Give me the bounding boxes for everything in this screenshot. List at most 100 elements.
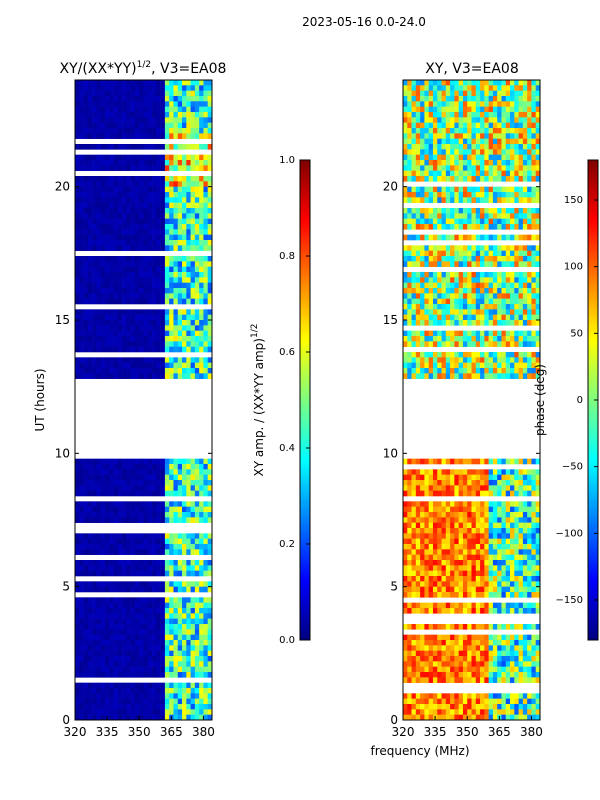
amp-heat-cell	[117, 208, 123, 214]
amp-heat-cell	[190, 682, 196, 689]
amp-heat-cell	[199, 229, 204, 235]
phase-heat-cell	[518, 517, 524, 523]
amp-heat-cell	[186, 133, 191, 139]
phase-heat-cell	[454, 373, 459, 379]
amp-heat-cell	[139, 656, 144, 662]
amp-heat-cell	[134, 229, 140, 235]
phase-heat-cell	[522, 117, 528, 123]
phase-heat-cell	[437, 293, 442, 299]
phase-heat-cell	[407, 128, 412, 134]
phase-heat-cell	[501, 160, 507, 166]
amp-heat-cell	[152, 634, 157, 641]
amp-heat-cell	[96, 144, 101, 150]
amp-heat-cell	[139, 570, 144, 577]
amp-heat-cell	[143, 362, 149, 369]
amp-heat-cell	[87, 624, 93, 630]
phase-heat-cell	[501, 533, 507, 539]
amp-heat-cell	[173, 704, 179, 710]
amp-heat-cell	[160, 325, 166, 331]
amp-heat-cell	[160, 544, 166, 550]
amp-heat-cell	[207, 661, 213, 667]
amp-heat-cell	[122, 634, 127, 641]
amp-heat-cell	[207, 218, 213, 225]
amp-heat-cell	[173, 469, 179, 475]
phase-heat-cell	[437, 330, 442, 337]
phase-heat-cell	[407, 373, 412, 379]
amp-heat-cell	[164, 618, 170, 625]
phase-heat-cell	[424, 160, 429, 166]
phase-heat-cell	[450, 176, 455, 182]
amp-heat-cell	[87, 122, 93, 129]
amp-heat-cell	[109, 341, 114, 347]
amp-heat-cell	[122, 229, 127, 235]
amp-heat-cell	[177, 624, 183, 630]
amp-heat-cell	[203, 666, 209, 673]
amp-heat-cell	[143, 485, 149, 491]
amp-heat-cell	[87, 693, 93, 699]
phase-heat-cell	[497, 330, 502, 337]
phase-heat-cell	[510, 90, 515, 97]
amp-heat-cell	[143, 181, 149, 187]
phase-heat-cell	[467, 528, 472, 534]
amp-heat-cell	[164, 512, 170, 518]
phase-heat-cell	[505, 512, 511, 518]
amp-heat-cell	[130, 533, 136, 539]
amp-heat-cell	[182, 192, 187, 198]
phase-heat-cell	[522, 469, 528, 475]
phase-heat-cell	[445, 106, 451, 113]
amp-heat-cell	[160, 197, 166, 203]
amp-heat-cell	[156, 698, 161, 705]
amp-heat-cell	[190, 581, 196, 587]
amp-heat-cell	[117, 458, 123, 465]
amp-heat-cell	[83, 234, 89, 241]
amp-heat-cell	[79, 234, 84, 241]
amp-heat-cell	[203, 490, 209, 497]
phase-heat-cell	[437, 373, 442, 379]
amp-heat-cell	[164, 261, 170, 267]
amp-heat-cell	[109, 208, 114, 214]
phase-heat-cell	[403, 149, 408, 155]
amp-heat-cell	[173, 106, 179, 113]
amp-heat-cell	[109, 224, 114, 230]
amp-heat-cell	[122, 613, 127, 619]
amp-heat-cell	[134, 608, 140, 614]
amp-heat-cell	[100, 165, 106, 171]
phase-heat-cell	[531, 80, 537, 86]
amp-heat-cell	[173, 586, 179, 593]
phase-heat-cell	[420, 522, 425, 529]
amp-heat-cell	[96, 474, 101, 481]
amp-heat-cell	[164, 698, 170, 705]
amp-heat-cell	[96, 688, 101, 694]
amp-heat-cell	[152, 501, 157, 507]
amp-heat-cell	[147, 208, 153, 214]
amp-heat-cell	[122, 218, 127, 225]
amp-heat-cell	[122, 341, 127, 347]
phase-heat-cell	[432, 522, 438, 529]
phase-heat-cell	[450, 368, 455, 374]
amp-heat-cell	[203, 512, 209, 518]
amp-heat-cell	[126, 122, 131, 129]
amp-heat-cell	[75, 549, 80, 555]
phase-heat-cell	[458, 261, 464, 267]
phase-heat-cell	[407, 234, 412, 241]
phase-heat-cell	[514, 314, 519, 321]
amp-heat-cell	[194, 512, 200, 518]
amp-heat-cell	[182, 506, 187, 513]
phase-heat-cell	[441, 117, 447, 123]
phase-heat-cell	[437, 149, 442, 155]
amp-heat-cell	[164, 714, 170, 721]
phase-heat-cell	[492, 533, 498, 539]
phase-heat-cell	[437, 272, 442, 278]
amp-heat-cell	[117, 464, 123, 470]
amp-heat-cell	[109, 613, 114, 619]
amp-heat-cell	[182, 373, 187, 379]
phase-heat-cell	[411, 224, 417, 230]
amp-heat-cell	[113, 160, 119, 166]
amp-heat-cell	[190, 704, 196, 710]
phase-heat-cell	[420, 506, 425, 513]
phase-heat-cell	[522, 197, 528, 203]
amp-heat-cell	[87, 613, 93, 619]
amp-heat-cell	[173, 309, 179, 315]
amp-heat-cell	[207, 106, 213, 113]
phase-heat-cell	[488, 272, 494, 278]
